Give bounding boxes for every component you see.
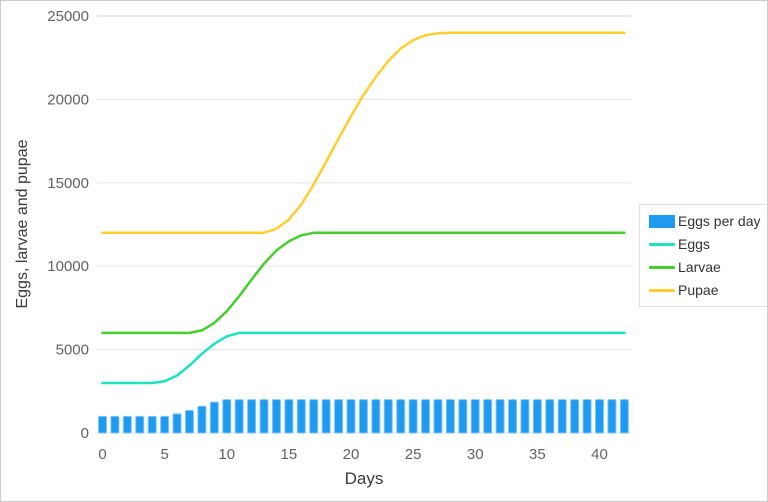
y-tick-label: 5000	[56, 342, 89, 359]
bar-eggs-per-day[interactable]	[470, 399, 480, 434]
legend-swatch-bar	[649, 214, 675, 228]
bar-eggs-per-day[interactable]	[135, 415, 145, 434]
bar-eggs-per-day[interactable]	[222, 399, 232, 434]
legend-swatch-line	[649, 242, 675, 246]
bar-eggs-per-day[interactable]	[334, 399, 344, 434]
legend-label: Pupae	[678, 282, 719, 298]
bar-eggs-per-day[interactable]	[383, 399, 393, 434]
bar-eggs-per-day[interactable]	[595, 399, 604, 434]
y-tick-label: 10000	[47, 258, 89, 275]
bar-eggs-per-day[interactable]	[172, 413, 182, 434]
legend-item-eggs[interactable]: Eggs	[649, 236, 761, 252]
bar-eggs-per-day[interactable]	[582, 399, 592, 434]
bar-eggs-per-day[interactable]	[371, 399, 381, 434]
bar-eggs-per-day[interactable]	[396, 399, 406, 434]
y-tick-label: 15000	[47, 175, 89, 192]
legend-swatch-line	[649, 288, 675, 292]
series-line-pupae[interactable]	[101, 31, 626, 235]
x-tick-label: 40	[591, 446, 608, 463]
bar-eggs-per-day[interactable]	[458, 399, 468, 434]
bar-eggs-per-day[interactable]	[545, 399, 555, 434]
legend-item-eggs-per-day[interactable]: Eggs per day	[649, 213, 761, 229]
bar-eggs-per-day[interactable]	[421, 399, 431, 434]
bar-eggs-per-day[interactable]	[445, 399, 455, 434]
bar-eggs-per-day[interactable]	[321, 399, 331, 434]
bar-eggs-per-day[interactable]	[607, 399, 617, 434]
bar-eggs-per-day[interactable]	[570, 399, 580, 434]
x-tick-label: 10	[218, 446, 235, 463]
x-tick-label: 30	[467, 446, 484, 463]
bar-eggs-per-day[interactable]	[259, 399, 269, 434]
bar-eggs-per-day[interactable]	[110, 415, 120, 434]
bar-eggs-per-day[interactable]	[160, 415, 170, 434]
bar-eggs-per-day[interactable]	[271, 399, 281, 434]
bar-eggs-per-day[interactable]	[296, 399, 306, 434]
legend-label: Eggs per day	[678, 213, 761, 229]
bar-eggs-per-day[interactable]	[197, 405, 207, 434]
bar-eggs-per-day[interactable]	[98, 415, 107, 434]
x-tick-label: 15	[281, 446, 298, 463]
bar-eggs-per-day[interactable]	[483, 399, 493, 434]
bar-eggs-per-day[interactable]	[408, 399, 418, 434]
x-tick-label: 35	[529, 446, 546, 463]
y-tick-label: 25000	[47, 8, 89, 25]
legend-item-larvae[interactable]: Larvae	[649, 259, 761, 275]
bar-eggs-per-day[interactable]	[520, 399, 530, 434]
y-axis-title: Eggs, larvae and pupae	[14, 139, 31, 309]
bar-eggs-per-day[interactable]	[209, 401, 219, 434]
bar-eggs-per-day[interactable]	[309, 399, 319, 434]
y-tick-label: 0	[81, 425, 89, 442]
bar-eggs-per-day[interactable]	[433, 399, 443, 434]
x-tick-label: 5	[160, 446, 168, 463]
bar-eggs-per-day[interactable]	[508, 399, 518, 434]
bar-eggs-per-day[interactable]	[532, 399, 542, 434]
legend: Eggs per day Eggs Larvae Pupae	[639, 204, 767, 307]
bar-eggs-per-day[interactable]	[247, 399, 257, 434]
y-tick-label: 20000	[47, 91, 89, 108]
series-line-larvae[interactable]	[101, 231, 626, 335]
bar-eggs-per-day[interactable]	[122, 415, 132, 434]
legend-label: Larvae	[678, 259, 721, 275]
legend-swatch-line	[649, 265, 675, 269]
bar-eggs-per-day[interactable]	[358, 399, 368, 434]
bar-eggs-per-day[interactable]	[234, 399, 244, 434]
series-line-eggs[interactable]	[101, 331, 626, 385]
legend-item-pupae[interactable]: Pupae	[649, 282, 761, 298]
bar-eggs-per-day[interactable]	[495, 399, 505, 434]
bar-eggs-per-day[interactable]	[284, 399, 294, 434]
bar-eggs-per-day[interactable]	[619, 399, 629, 434]
bar-eggs-per-day[interactable]	[346, 399, 356, 434]
legend-label: Eggs	[678, 236, 710, 252]
x-tick-label: 0	[98, 446, 106, 463]
bar-eggs-per-day[interactable]	[184, 409, 194, 434]
x-tick-label: 20	[343, 446, 360, 463]
bar-eggs-per-day[interactable]	[147, 415, 157, 434]
x-axis-title: Days	[344, 469, 384, 488]
x-tick-label: 25	[405, 446, 422, 463]
bar-eggs-per-day[interactable]	[557, 399, 567, 434]
